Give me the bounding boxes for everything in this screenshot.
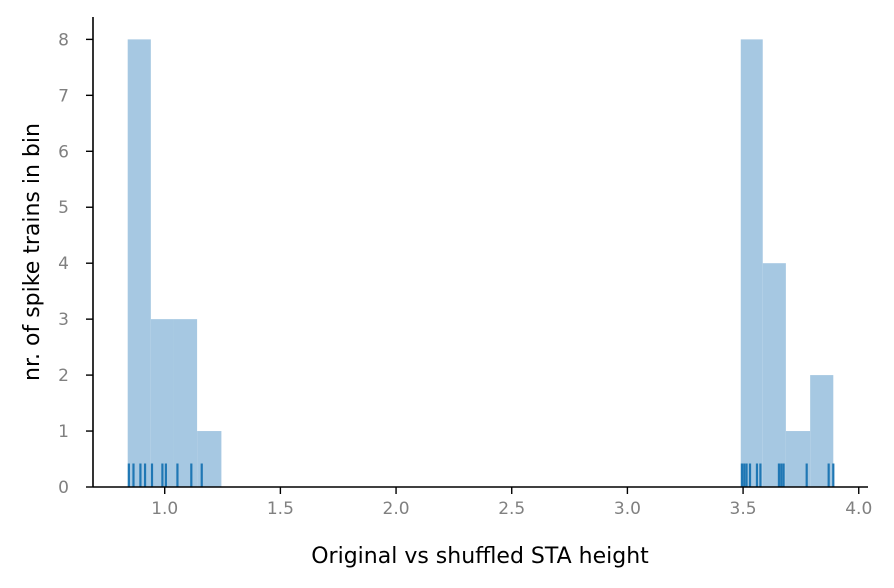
x-tick-label: 4.0	[845, 499, 872, 519]
y-axis-label: nr. of spike trains in bin	[20, 123, 45, 381]
x-axis-label: Original vs shuffled STA height	[311, 544, 649, 569]
x-tick-label: 1.0	[151, 499, 178, 519]
histogram-bar	[127, 39, 151, 487]
histogram-bar	[150, 319, 174, 487]
histogram-bar	[740, 39, 763, 487]
y-tick-label: 7	[58, 86, 69, 106]
histogram-bar	[810, 375, 834, 487]
x-tick-label: 3.5	[730, 499, 757, 519]
x-tick-label: 2.5	[498, 499, 525, 519]
y-tick-label: 0	[58, 478, 69, 498]
x-ticks: 1.0 1.5 2.0 2.5 3.0 3.5 4.0	[151, 487, 872, 519]
rug-marks	[127, 463, 835, 487]
y-tick-label: 2	[58, 366, 69, 386]
histogram-bar	[762, 263, 786, 487]
y-tick-label: 8	[58, 30, 69, 50]
y-tick-label: 6	[58, 142, 69, 162]
x-tick-label: 1.5	[267, 499, 294, 519]
y-tick-label: 1	[58, 422, 69, 442]
x-tick-label: 3.0	[614, 499, 641, 519]
y-ticks: 0 1 2 3 4 5 6 7 8	[58, 30, 93, 498]
y-tick-label: 3	[58, 310, 69, 330]
y-tick-label: 4	[58, 254, 69, 274]
histogram-bar	[173, 319, 198, 487]
x-tick-label: 2.0	[383, 499, 410, 519]
histogram-bars	[127, 39, 834, 487]
y-tick-label: 5	[58, 198, 69, 218]
